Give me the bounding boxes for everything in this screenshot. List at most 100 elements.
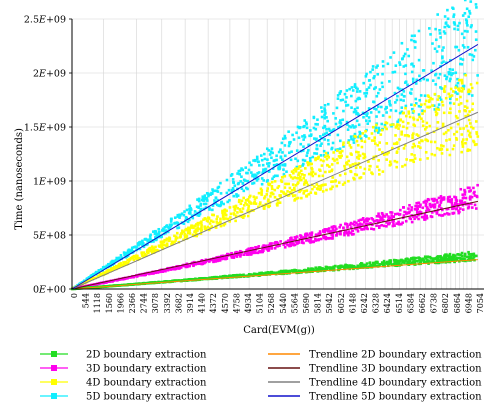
- x-tick-label: 6514: [395, 293, 404, 313]
- data-point: [284, 182, 287, 186]
- data-point: [282, 173, 286, 176]
- data-point: [161, 229, 165, 232]
- data-point: [346, 128, 350, 131]
- data-point: [217, 204, 221, 207]
- data-point: [456, 92, 459, 96]
- data-point: [384, 97, 387, 101]
- data-point: [471, 58, 475, 62]
- data-point: [278, 201, 282, 204]
- data-point: [402, 65, 406, 68]
- data-point: [296, 125, 300, 129]
- x-tick-label: 3078: [151, 293, 160, 313]
- legend-marker: [51, 351, 57, 357]
- data-point: [410, 107, 414, 111]
- data-point: [426, 139, 430, 143]
- x-tick-label: 5814: [314, 293, 323, 313]
- x-tick-label: 5440: [279, 293, 288, 313]
- data-point: [268, 162, 271, 165]
- data-point: [255, 155, 259, 159]
- data-point: [315, 144, 319, 147]
- data-point: [435, 50, 439, 53]
- data-point: [347, 139, 351, 142]
- data-point: [421, 69, 425, 72]
- data-point: [405, 126, 409, 130]
- data-point: [130, 248, 134, 252]
- data-point: [197, 227, 200, 231]
- data-point: [138, 242, 142, 246]
- data-point: [103, 265, 107, 269]
- data-point: [360, 228, 364, 231]
- data-point: [305, 154, 309, 158]
- data-point: [270, 180, 274, 184]
- data-point: [469, 195, 472, 198]
- data-point: [409, 159, 412, 162]
- data-point: [436, 13, 439, 16]
- y-tick-label: 1.5E+09: [24, 123, 66, 134]
- data-point: [357, 219, 361, 222]
- data-point: [453, 21, 456, 25]
- data-point: [407, 207, 410, 210]
- data-point: [310, 231, 314, 234]
- data-point: [335, 158, 339, 161]
- data-point: [305, 126, 309, 130]
- data-point: [357, 123, 361, 127]
- data-point: [421, 206, 425, 210]
- data-point: [395, 160, 399, 164]
- data-point: [351, 124, 354, 127]
- data-point: [404, 72, 407, 76]
- legend-label: Trendline 3D boundary extraction: [309, 364, 482, 375]
- data-point: [314, 172, 317, 176]
- data-point: [299, 234, 303, 238]
- data-point: [309, 236, 313, 240]
- data-point: [253, 176, 256, 180]
- data-point: [436, 146, 439, 150]
- data-point: [315, 147, 319, 151]
- data-point: [451, 211, 455, 215]
- data-point: [314, 127, 318, 131]
- data-point: [341, 143, 345, 146]
- data-point: [234, 214, 238, 218]
- data-point: [339, 90, 343, 93]
- grid-lines: [71, 18, 484, 290]
- data-point: [310, 173, 314, 176]
- data-point: [213, 276, 217, 279]
- data-point: [381, 85, 384, 89]
- data-point: [331, 226, 335, 230]
- data-point: [233, 207, 237, 211]
- data-point: [433, 108, 437, 111]
- data-point: [203, 277, 206, 280]
- data-point: [426, 94, 430, 97]
- data-point: [176, 213, 180, 217]
- data-point: [474, 30, 478, 33]
- data-point: [371, 65, 375, 68]
- data-point: [136, 254, 139, 258]
- data-point: [424, 151, 428, 154]
- data-point: [368, 119, 371, 123]
- data-point: [107, 263, 110, 266]
- data-point: [307, 192, 311, 196]
- data-point: [458, 21, 461, 25]
- data-point: [260, 191, 263, 194]
- data-point: [459, 207, 462, 210]
- data-point: [299, 142, 303, 146]
- data-point: [91, 283, 94, 287]
- data-point: [469, 0, 473, 3]
- data-point: [358, 130, 361, 134]
- data-point: [163, 226, 167, 229]
- data-point: [345, 161, 349, 164]
- data-point: [339, 154, 342, 158]
- x-tick-label: 5104: [256, 293, 265, 313]
- data-point: [177, 267, 181, 270]
- data-point: [469, 25, 473, 29]
- data-point: [380, 81, 384, 85]
- data-point: [337, 155, 341, 158]
- data-point: [434, 38, 438, 42]
- data-point: [392, 142, 396, 146]
- data-point: [402, 260, 406, 263]
- data-point: [229, 212, 233, 216]
- data-point: [320, 164, 324, 167]
- data-point: [240, 167, 243, 170]
- data-point: [423, 213, 427, 216]
- data-point: [324, 170, 327, 174]
- data-point: [354, 99, 358, 103]
